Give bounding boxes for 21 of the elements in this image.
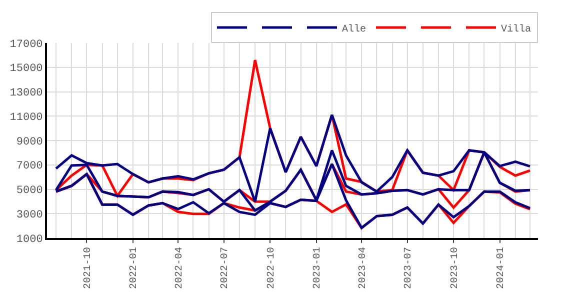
x-tick-label: 2023-04	[358, 247, 369, 290]
x-tick-label: 2024-01	[496, 247, 508, 290]
y-tick-label: 13000	[10, 88, 43, 100]
legend-label: Villa	[501, 23, 532, 36]
x-tick-label: 2022-01	[129, 247, 140, 290]
y-tick-label: 11000	[10, 112, 43, 124]
y-tick-label: 15000	[10, 63, 43, 76]
y-tick-label: 5000	[16, 185, 43, 198]
y-tick-label: 7000	[16, 160, 43, 173]
x-tick-label: 2023-10	[450, 247, 461, 290]
y-tick-label: 9000	[16, 136, 43, 148]
x-tick-label: 2022-04	[174, 247, 186, 290]
y-tick-label: 1000	[16, 234, 43, 246]
x-tick-label: 2021-10	[82, 247, 94, 290]
x-tick-label: 2023-01	[312, 247, 324, 290]
y-tick-label: 3000	[16, 209, 43, 222]
legend-label: Alle	[342, 23, 366, 36]
x-tick-label: 2022-07	[220, 247, 232, 290]
x-tick-label: 2023-07	[404, 247, 415, 290]
y-tick-label: 17000	[10, 38, 43, 51]
x-tick-label: 2022-10	[266, 247, 278, 290]
